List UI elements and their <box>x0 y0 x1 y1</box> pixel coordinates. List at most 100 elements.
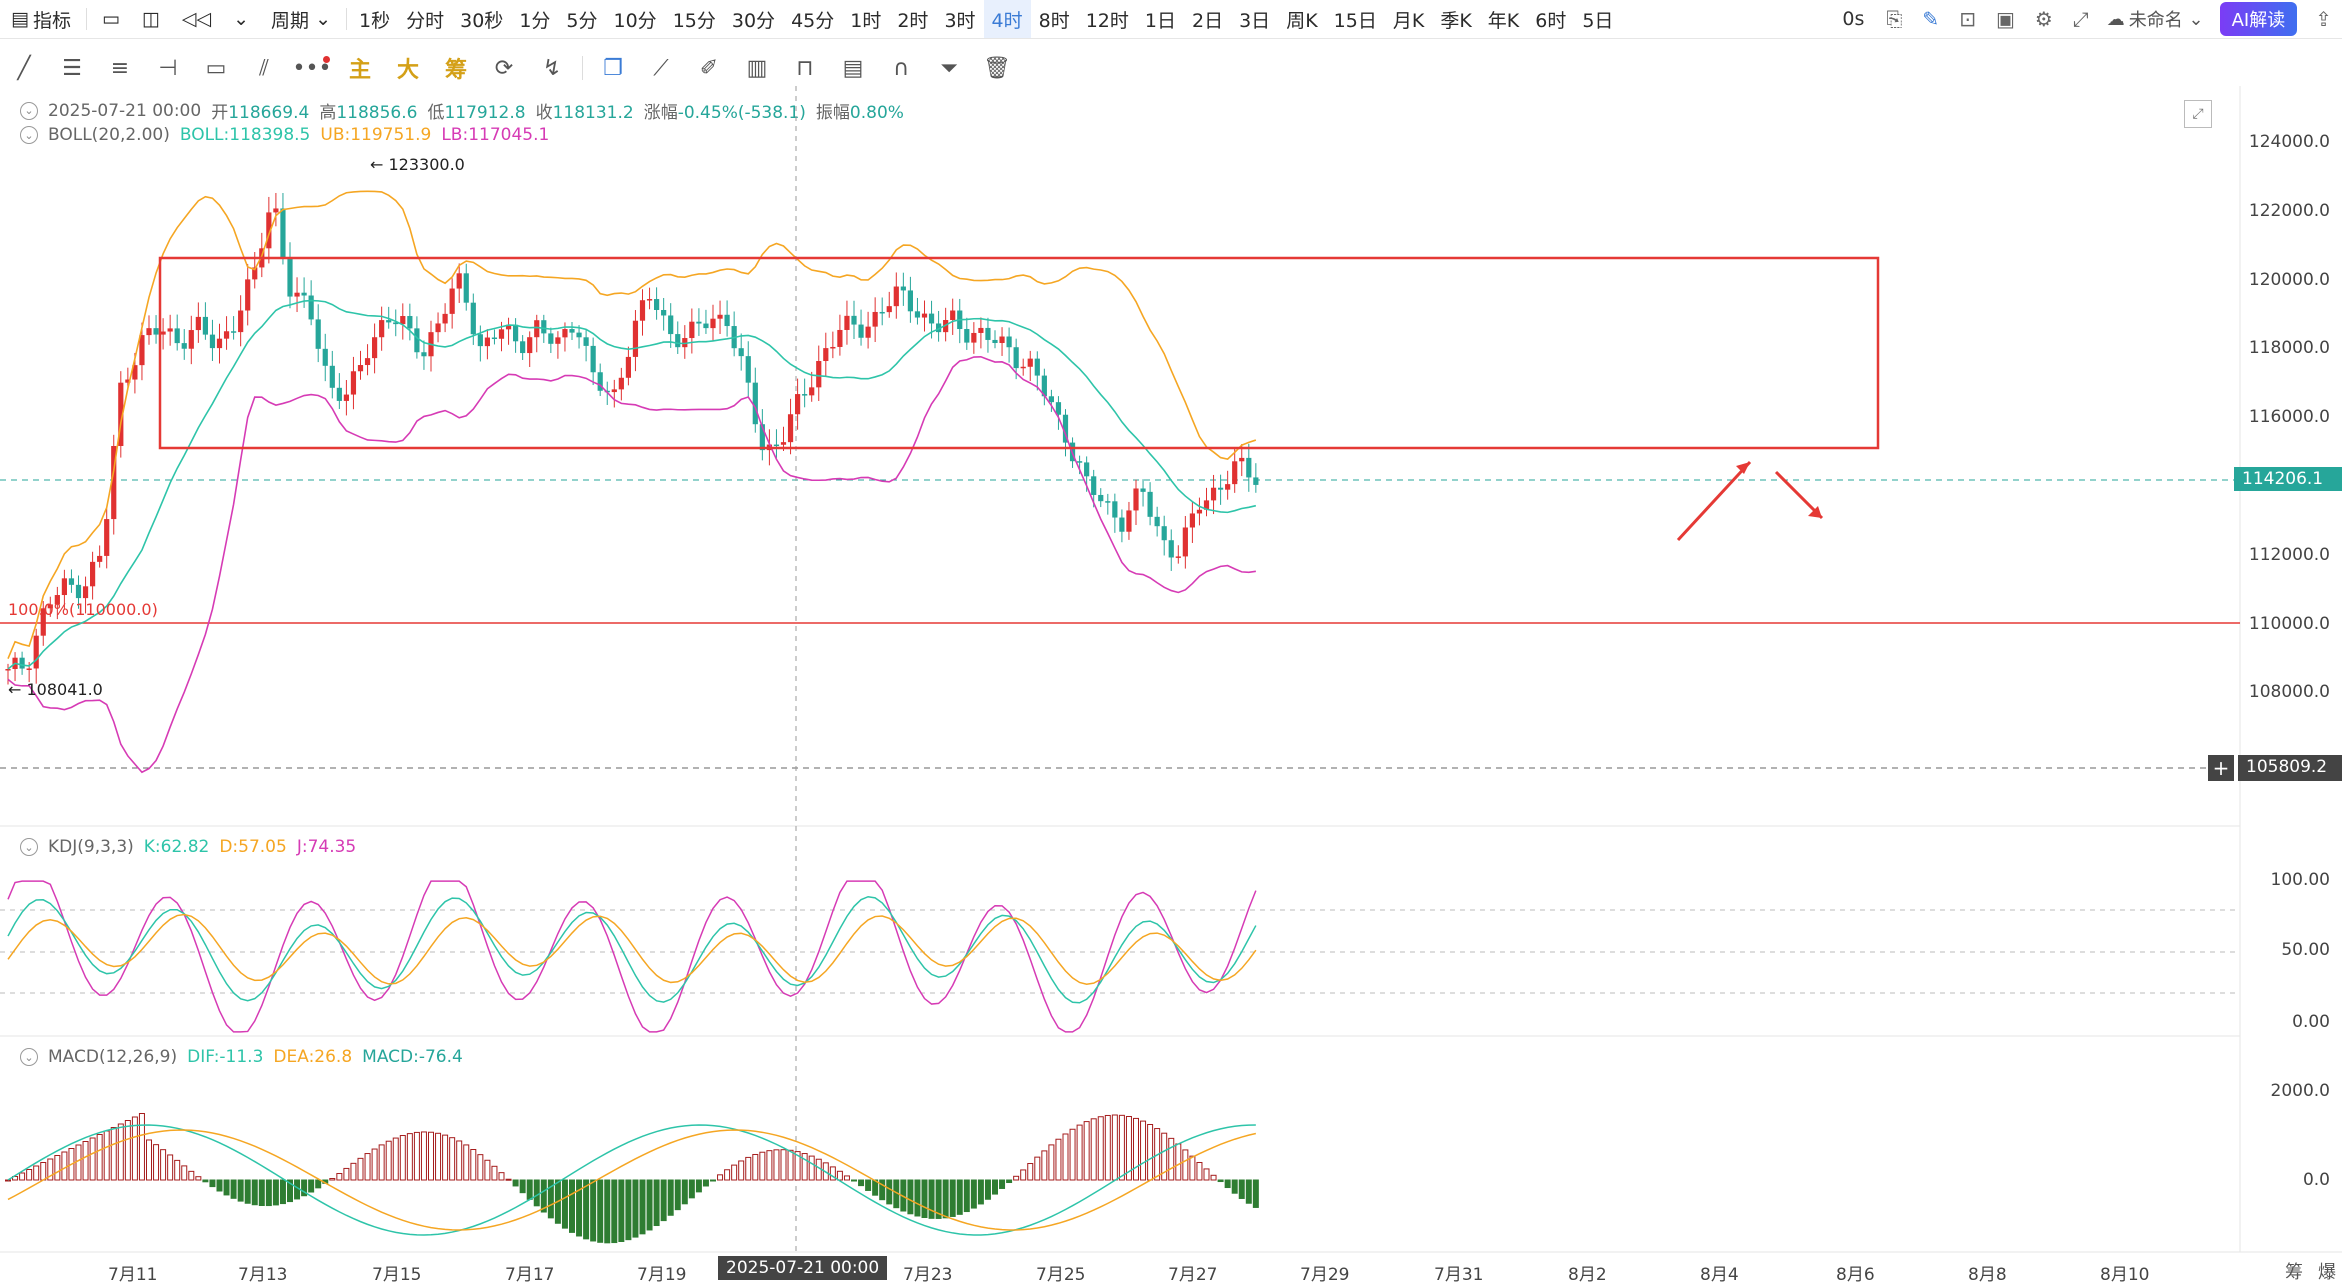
candle-body <box>238 310 244 333</box>
interval-tab[interactable]: 15分 <box>672 9 716 32</box>
interval-tab[interactable]: 5日 <box>1582 9 1614 32</box>
interval-tab[interactable]: 3日 <box>1239 9 1271 32</box>
indicators-button[interactable]: ▤ 指标 <box>0 0 82 38</box>
interval-tab[interactable]: 8时 <box>1038 9 1070 32</box>
candle-body <box>216 338 223 349</box>
filter-icon[interactable]: ⏷ <box>940 55 958 81</box>
macd-bar <box>526 1179 533 1200</box>
note-icon[interactable]: ▤ <box>842 55 864 81</box>
interval-tab[interactable]: 30分 <box>731 9 776 32</box>
interval-tab[interactable]: 12时 <box>1085 9 1129 32</box>
collapse-icon[interactable]: ⌄ <box>20 126 38 144</box>
interval-tab[interactable]: 6时 <box>1535 9 1567 32</box>
big-order-toggle[interactable]: 大 <box>396 58 419 83</box>
interval-tab[interactable]: 4时 <box>983 0 1031 38</box>
candle-body <box>1161 526 1167 541</box>
collapse-icon[interactable]: ⌄ <box>20 838 38 856</box>
signal-icon[interactable]: ↯ <box>542 55 562 81</box>
date-axis-label: 7月15 <box>372 1265 422 1285</box>
interval-tab[interactable]: 1秒 <box>359 9 391 32</box>
interval-tab[interactable]: 30秒 <box>460 9 504 32</box>
interval-tab[interactable]: 1分 <box>519 9 551 32</box>
interval-tab[interactable]: 45分 <box>791 9 835 32</box>
horizontal-ray-icon[interactable]: ⊣ <box>158 55 178 81</box>
rewind-icon[interactable]: ◁◁ <box>181 8 212 30</box>
macd-bar <box>1210 1174 1217 1181</box>
macd-bar <box>385 1140 392 1181</box>
copy-icon[interactable]: ❐ <box>603 55 623 81</box>
calendar-icon[interactable]: ▭ <box>101 8 120 30</box>
macd-dea: DEA:26.8 <box>273 1047 353 1067</box>
share-icon[interactable]: ⇪ <box>2315 7 2332 31</box>
cursor-price-tag: + 105809.2 <box>2208 755 2342 781</box>
eye-icon[interactable]: ⌄ <box>20 101 38 120</box>
horizontal-lines-icon[interactable]: ≡ <box>110 55 130 81</box>
fib-icon[interactable]: ⫽ <box>259 55 269 81</box>
brush-icon[interactable]: ✐ <box>699 55 719 81</box>
settings-icon[interactable]: ⚙ <box>2034 7 2053 31</box>
fullscreen-icon[interactable]: ⤢ <box>2072 7 2089 31</box>
macd-bar <box>202 1179 209 1183</box>
interval-tab[interactable]: 5分 <box>566 9 598 32</box>
candle-body <box>1048 396 1054 403</box>
lock-icon[interactable]: ⊓ <box>796 55 814 81</box>
layout-selector[interactable]: ☁ 未命名 ⌄ <box>2099 6 2212 32</box>
candle-body <box>992 339 998 344</box>
pen-icon[interactable]: ✎ <box>1922 7 1940 31</box>
candle-body <box>1189 513 1195 528</box>
ai-interpret-button[interactable]: AI解读 <box>2219 2 2298 36</box>
interval-tab[interactable]: 15日 <box>1333 9 1377 32</box>
macd-bar <box>766 1150 773 1181</box>
interval-tab[interactable]: 2时 <box>897 9 929 32</box>
interval-tab[interactable]: 周K <box>1286 9 1318 32</box>
template-icon[interactable]: ▣ <box>1995 7 2015 31</box>
macd-bar <box>505 1178 512 1181</box>
candle-body <box>654 299 660 310</box>
maximize-icon[interactable]: ⤢ <box>2184 100 2212 128</box>
rectangle-icon[interactable]: ▭ <box>205 55 227 81</box>
macd-bar <box>554 1179 561 1224</box>
camera-icon[interactable]: ⎘ <box>1886 7 1903 31</box>
magnet-icon[interactable]: ∩ <box>892 55 910 81</box>
macd-bar <box>61 1151 68 1181</box>
ruler-icon[interactable]: ⟋ <box>653 55 669 81</box>
chip-footer-label[interactable]: 筹 <box>2285 1262 2303 1283</box>
interval-tab[interactable]: 月K <box>1392 9 1425 32</box>
interval-tab[interactable]: 年K <box>1487 9 1520 32</box>
price-axis-label: 112000.0 <box>2248 544 2330 565</box>
candle-body <box>914 311 921 318</box>
layout-icon[interactable]: ◫ <box>141 8 160 30</box>
more-icon[interactable]: ••• <box>292 55 332 81</box>
interval-tab[interactable]: 分时 <box>406 9 445 32</box>
interval-tab[interactable]: 1日 <box>1144 9 1176 32</box>
macd-bar <box>230 1179 237 1199</box>
macd-bar <box>294 1179 301 1200</box>
interval-tab[interactable]: 季K <box>1440 9 1472 32</box>
chip-toggle[interactable]: 筹 <box>444 58 467 83</box>
liquidation-footer-label[interactable]: 爆 <box>2318 1262 2336 1283</box>
main-chart-toggle[interactable]: 主 <box>348 58 371 83</box>
candle-body <box>266 212 272 249</box>
collapse-icon[interactable]: ⌄ <box>20 1048 38 1066</box>
interval-tab[interactable]: 1时 <box>850 9 882 32</box>
macd-dif: DIF:-11.3 <box>187 1047 264 1067</box>
macd-bar <box>272 1179 279 1206</box>
compare-icon[interactable]: ⟳ <box>494 55 514 81</box>
interval-tab[interactable]: 2日 <box>1192 9 1224 32</box>
kdj-d-line <box>7 913 1257 985</box>
add-alert-button[interactable]: + <box>2208 755 2234 781</box>
candles-icon[interactable]: ▥ <box>746 55 768 81</box>
chevron-down-icon[interactable]: ⌄ <box>233 8 250 30</box>
trendline-icon[interactable]: ╱ <box>17 55 31 81</box>
expand-icon[interactable]: ⊡ <box>1959 7 1976 31</box>
period-dropdown[interactable]: 周期 ⌄ <box>260 0 342 38</box>
interval-tab[interactable]: 3时 <box>944 9 976 32</box>
macd-bar <box>759 1151 766 1181</box>
candle-body <box>1084 462 1090 477</box>
parallel-lines-icon[interactable]: ☰ <box>62 55 82 81</box>
trash-icon[interactable]: 🗑 <box>983 55 1011 81</box>
candle-body <box>33 635 39 669</box>
macd-bar <box>1104 1114 1111 1181</box>
interval-tab[interactable]: 10分 <box>613 9 657 32</box>
candle-body <box>195 316 201 331</box>
